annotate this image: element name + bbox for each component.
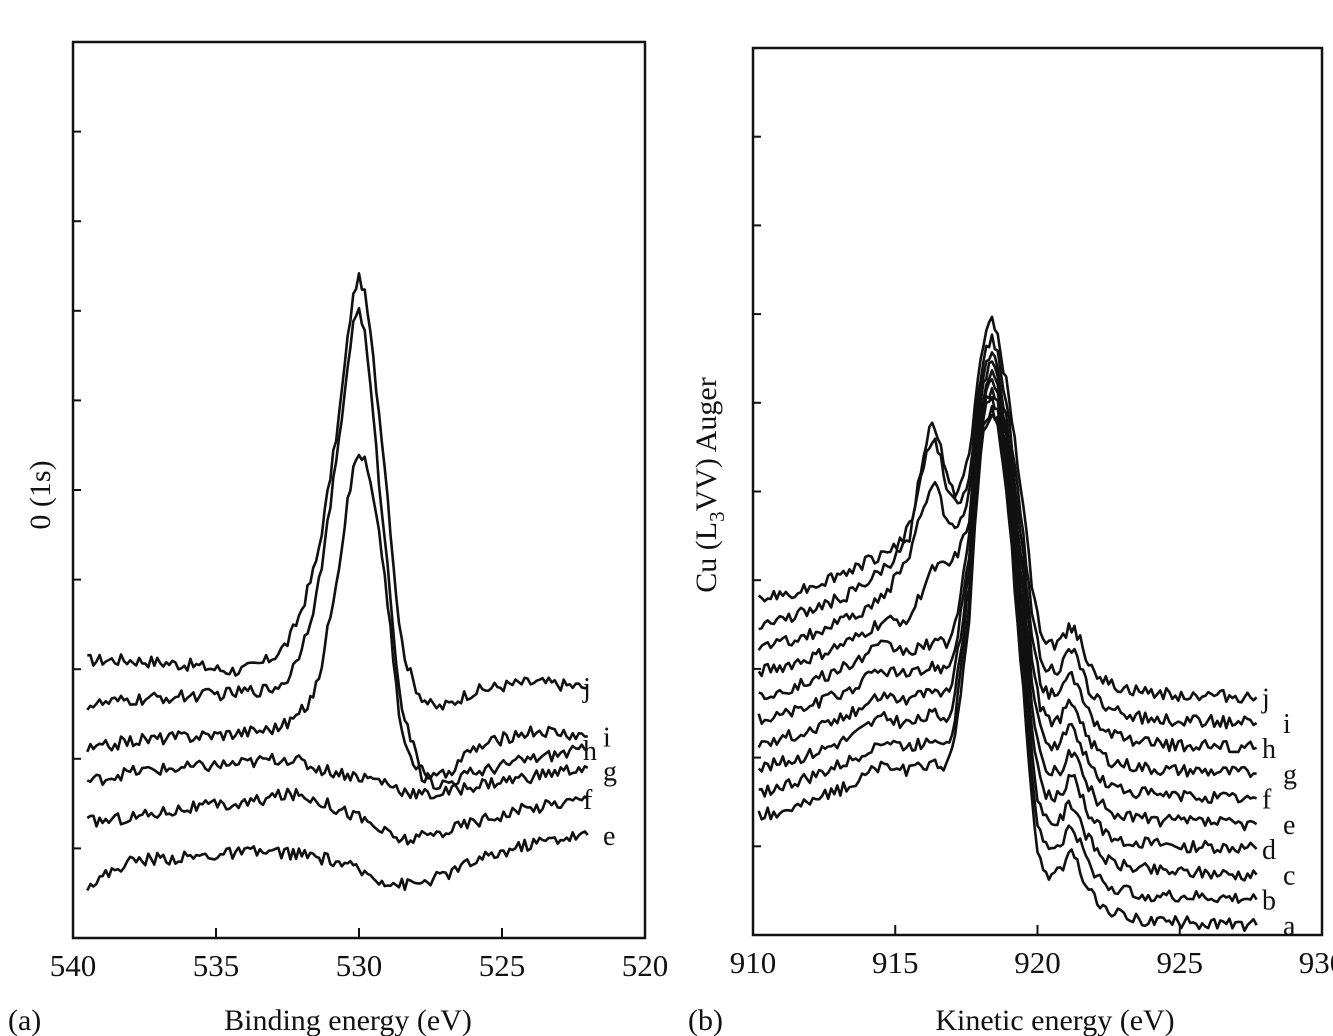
- curve-c: [757, 396, 1258, 882]
- curve-f: [86, 787, 589, 846]
- curve-j: [757, 315, 1258, 704]
- x-tick-label: 920: [1014, 945, 1061, 980]
- curve-j: [87, 272, 589, 711]
- curve-g: [86, 752, 589, 800]
- curve-h: [86, 453, 588, 791]
- curve-label-h: h: [1262, 734, 1276, 765]
- panel-a-frame: [71, 40, 647, 940]
- panel-b-label: (b): [688, 1004, 723, 1036]
- y-label-part-1: Cu (L: [690, 522, 723, 593]
- curve-label-g: g: [1283, 760, 1297, 791]
- x-tick-label: 520: [622, 948, 669, 983]
- panel-a-ticks: [72, 130, 646, 938]
- panel-a-label: (a): [8, 1004, 41, 1036]
- curve-label-i: i: [1283, 709, 1291, 740]
- curve-i: [758, 333, 1258, 730]
- curve-label-j: j: [582, 673, 591, 704]
- curve-label-g: g: [603, 756, 617, 787]
- panel-b-tick-labels: 910 915 920 925 930: [730, 945, 1333, 980]
- panel-b-y-axis-label: Cu (L3VV) Auger: [690, 377, 729, 592]
- x-tick-label: 530: [336, 948, 383, 983]
- x-tick-label: 930: [1299, 945, 1333, 980]
- x-tick-label: 910: [730, 945, 777, 980]
- panel-b-ticks: [752, 135, 1323, 935]
- panel-b-x-axis-label: Kinetic energy (eV): [935, 1004, 1174, 1036]
- curve-label-f: f: [1262, 784, 1272, 815]
- x-tick-label: 525: [479, 948, 526, 983]
- y-label-subscript: 3: [705, 511, 729, 522]
- panel-a-y-axis-label: 0 (1s): [24, 460, 57, 529]
- y-label-part-2: VV) Auger: [690, 377, 723, 511]
- curve-d: [757, 387, 1258, 854]
- curve-label-i: i: [603, 722, 611, 753]
- panel-a-tick-labels: 540 535 530 525 520: [50, 948, 669, 983]
- curve-i: [86, 306, 588, 780]
- curve-label-b: b: [1262, 886, 1276, 917]
- panel-a-curves: [86, 272, 589, 892]
- panel-b-curves: [757, 315, 1258, 933]
- curve-label-e: e: [1283, 810, 1295, 841]
- curve-label-a: a: [1283, 911, 1296, 942]
- x-tick-label: 540: [50, 948, 97, 983]
- curve-label-d: d: [1262, 835, 1276, 866]
- x-tick-label: 925: [1157, 945, 1204, 980]
- curve-label-c: c: [1283, 861, 1295, 892]
- curve-label-h: h: [583, 736, 597, 767]
- curve-b: [758, 404, 1258, 904]
- panel-a-x-axis-label: Binding energy (eV): [224, 1004, 472, 1036]
- curve-e: [86, 830, 589, 892]
- curve-label-j: j: [1261, 683, 1270, 714]
- x-tick-label: 915: [872, 945, 919, 980]
- curve-label-f: f: [583, 785, 593, 816]
- curve-label-e: e: [603, 821, 615, 852]
- curve-a: [757, 413, 1258, 933]
- x-tick-label: 535: [193, 948, 240, 983]
